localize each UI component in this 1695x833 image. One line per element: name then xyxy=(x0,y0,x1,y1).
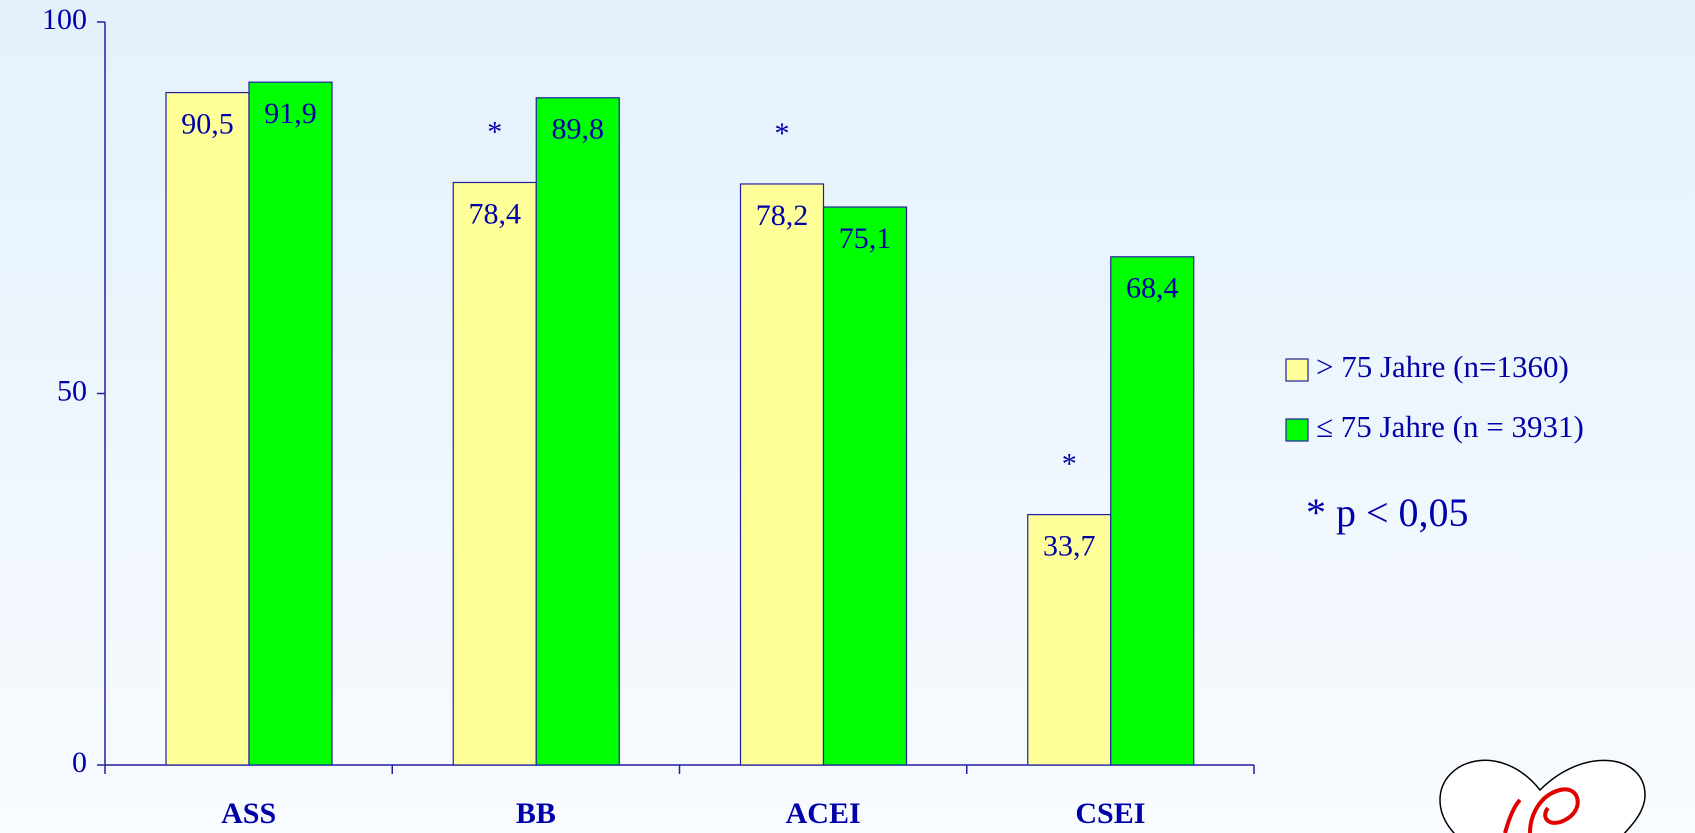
y-tick-label: 50 xyxy=(57,374,87,407)
note: * p < 0,05 xyxy=(1306,490,1469,535)
legend-label: > 75 Jahre (n=1360) xyxy=(1316,349,1569,384)
bar xyxy=(452,181,537,766)
x-tick-label: ACEI xyxy=(786,797,861,830)
legend-swatch xyxy=(1285,418,1309,442)
significance-marker: * xyxy=(775,117,790,150)
value-label: 90,5 xyxy=(181,107,234,140)
value-label: 89,8 xyxy=(552,113,605,146)
value-label: 33,7 xyxy=(1043,529,1096,562)
bar xyxy=(822,206,908,766)
logo-heart xyxy=(1439,759,1646,833)
bar xyxy=(739,183,825,766)
x-tick-label: CSEI xyxy=(1075,797,1145,830)
value-label: 68,4 xyxy=(1126,272,1179,305)
value-label: 78,4 xyxy=(469,197,522,230)
y-tick-label: 0 xyxy=(72,746,87,779)
x-tick-label: BB xyxy=(516,797,556,830)
legend-label: ≤ 75 Jahre (n = 3931) xyxy=(1316,409,1584,444)
value-label: 91,9 xyxy=(264,97,317,130)
significance-marker: * xyxy=(487,115,502,148)
value-label: 75,1 xyxy=(839,222,892,255)
significance-marker: * xyxy=(1062,447,1077,480)
bar xyxy=(1027,514,1112,766)
bar xyxy=(1110,256,1195,766)
y-tick-label: 100 xyxy=(42,3,87,36)
x-tick-label: ASS xyxy=(221,797,276,830)
value-label: 78,2 xyxy=(756,199,809,232)
bar xyxy=(535,97,620,766)
bar xyxy=(248,81,333,766)
bar xyxy=(165,91,250,766)
legend-swatch xyxy=(1285,358,1309,382)
logo-mark xyxy=(1503,787,1580,833)
